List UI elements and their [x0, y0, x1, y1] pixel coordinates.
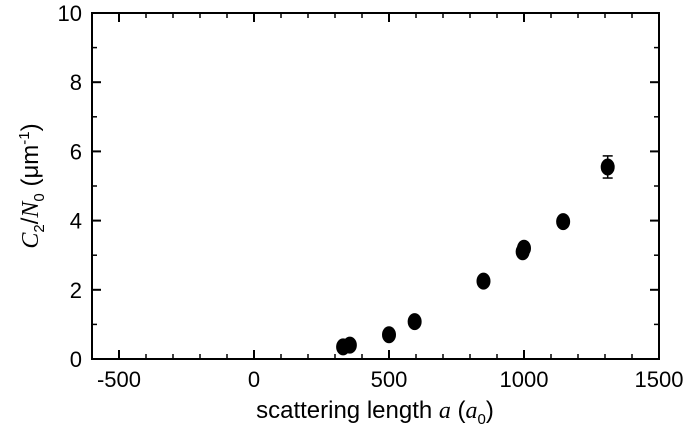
- data-points: [336, 155, 615, 356]
- data-point: [600, 158, 615, 176]
- y-tick-label: 2: [70, 278, 82, 303]
- y-tick-label: 6: [70, 139, 82, 164]
- x-tick-label: 1000: [500, 367, 549, 392]
- x-tick-label: 500: [371, 367, 408, 392]
- tick-labels: -500 0 500 1000 1500 0 2 4 6 8 10: [58, 1, 684, 392]
- y-tick-label: 8: [70, 70, 82, 95]
- data-point: [517, 239, 531, 257]
- x-tick-label: 0: [248, 367, 260, 392]
- plot-frame: [91, 12, 660, 360]
- x-tick-label: -500: [97, 367, 141, 392]
- y-tick-label: 4: [70, 209, 82, 234]
- data-point: [407, 313, 422, 331]
- data-point: [556, 213, 571, 231]
- ticks: [92, 12, 660, 360]
- data-point: [342, 336, 357, 354]
- data-point: [476, 272, 491, 290]
- y-tick-label: 10: [58, 1, 82, 26]
- x-axis-title: scattering length a (a0): [256, 397, 494, 428]
- y-tick-label: 0: [70, 347, 82, 372]
- y-axis-title: C2/N0 (μm-1): [16, 123, 48, 248]
- x-tick-label: 1500: [635, 367, 684, 392]
- data-point: [382, 326, 396, 344]
